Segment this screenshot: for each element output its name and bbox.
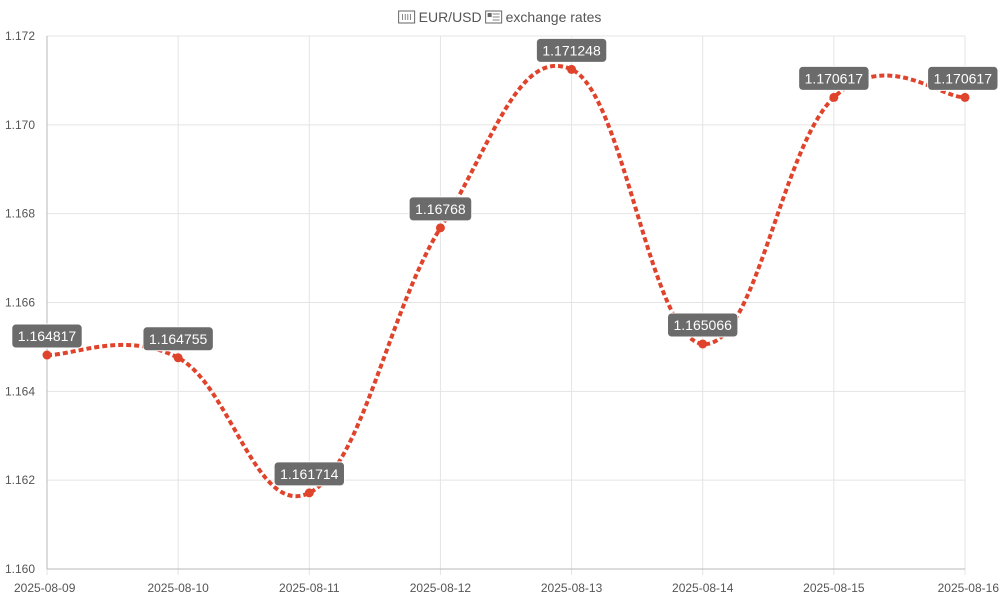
y-tick-label: 1.164 bbox=[5, 384, 35, 398]
chart-title: EUR/USD exchange rates bbox=[398, 9, 602, 25]
x-tick-label: 2025-08-12 bbox=[410, 581, 472, 595]
data-label-box bbox=[273, 461, 345, 487]
data-label-box bbox=[798, 65, 870, 91]
data-label: 1.16768 bbox=[408, 196, 473, 222]
data-label: 1.164817 bbox=[11, 323, 83, 349]
data-point bbox=[567, 64, 577, 74]
data-label: 1.165066 bbox=[667, 312, 739, 338]
data-label-box bbox=[408, 196, 473, 222]
data-point bbox=[698, 339, 708, 349]
data-label-text: 1.161714 bbox=[280, 466, 339, 482]
eu-flag-icon bbox=[398, 10, 416, 24]
chart-title-rest: exchange rates bbox=[506, 9, 602, 25]
chart-title-pair: EUR/USD bbox=[419, 9, 482, 25]
data-label-text: 1.170617 bbox=[805, 70, 864, 86]
data-label-text: 1.171248 bbox=[542, 42, 601, 58]
data-label-box bbox=[11, 323, 83, 349]
x-tick-label: 2025-08-16 bbox=[938, 581, 1000, 595]
data-labels: 1.164817 1.164755 1.161714 1.16768 1.171248 1… bbox=[11, 37, 999, 487]
x-tick-label: 2025-08-09 bbox=[14, 581, 76, 595]
data-label-box bbox=[927, 65, 999, 91]
eur-usd-series-line bbox=[46, 63, 966, 498]
data-label: 1.164755 bbox=[142, 326, 214, 352]
data-label: 1.171248 bbox=[535, 37, 608, 63]
y-tick-label: 1.168 bbox=[5, 207, 35, 221]
data-points bbox=[42, 64, 970, 498]
data-point bbox=[829, 92, 839, 102]
data-label: 1.170617 bbox=[927, 65, 999, 91]
x-tick-label: 2025-08-11 bbox=[279, 581, 340, 595]
data-label-text: 1.164755 bbox=[149, 331, 208, 347]
x-tick-label: 2025-08-13 bbox=[541, 581, 603, 595]
x-tick-label: 2025-08-14 bbox=[672, 581, 734, 595]
data-label: 1.170617 bbox=[798, 65, 870, 91]
data-label-text: 1.164817 bbox=[18, 328, 77, 344]
data-label: 1.161714 bbox=[273, 461, 345, 487]
data-label-box bbox=[535, 37, 608, 63]
y-tick-label: 1.172 bbox=[5, 29, 35, 43]
y-tick-label: 1.162 bbox=[5, 473, 35, 487]
data-label-box bbox=[142, 326, 214, 352]
data-point bbox=[435, 223, 445, 233]
y-tick-label: 1.166 bbox=[5, 296, 35, 310]
x-axis-tick-labels: 2025-08-09 2025-08-10 2025-08-11 2025-08-12… bbox=[14, 581, 999, 595]
data-label-box bbox=[667, 312, 739, 338]
data-point bbox=[173, 353, 183, 363]
data-label-text: 1.16768 bbox=[415, 201, 466, 217]
data-point bbox=[960, 92, 970, 102]
grid-lines bbox=[46, 35, 966, 575]
series-line bbox=[46, 63, 966, 498]
data-label-text: 1.170617 bbox=[934, 70, 993, 86]
us-flag-icon bbox=[485, 10, 503, 24]
data-point bbox=[304, 488, 314, 498]
x-tick-label: 2025-08-10 bbox=[147, 581, 209, 595]
data-point bbox=[42, 350, 52, 360]
axes bbox=[46, 36, 965, 570]
y-tick-label: 1.170 bbox=[5, 118, 35, 132]
y-axis-tick-labels: 1.172 1.170 1.168 1.166 1.164 1.162 1.160 bbox=[5, 29, 35, 576]
y-tick-label: 1.160 bbox=[5, 562, 35, 576]
data-label-text: 1.165066 bbox=[674, 317, 733, 333]
x-tick-label: 2025-08-15 bbox=[803, 581, 865, 595]
